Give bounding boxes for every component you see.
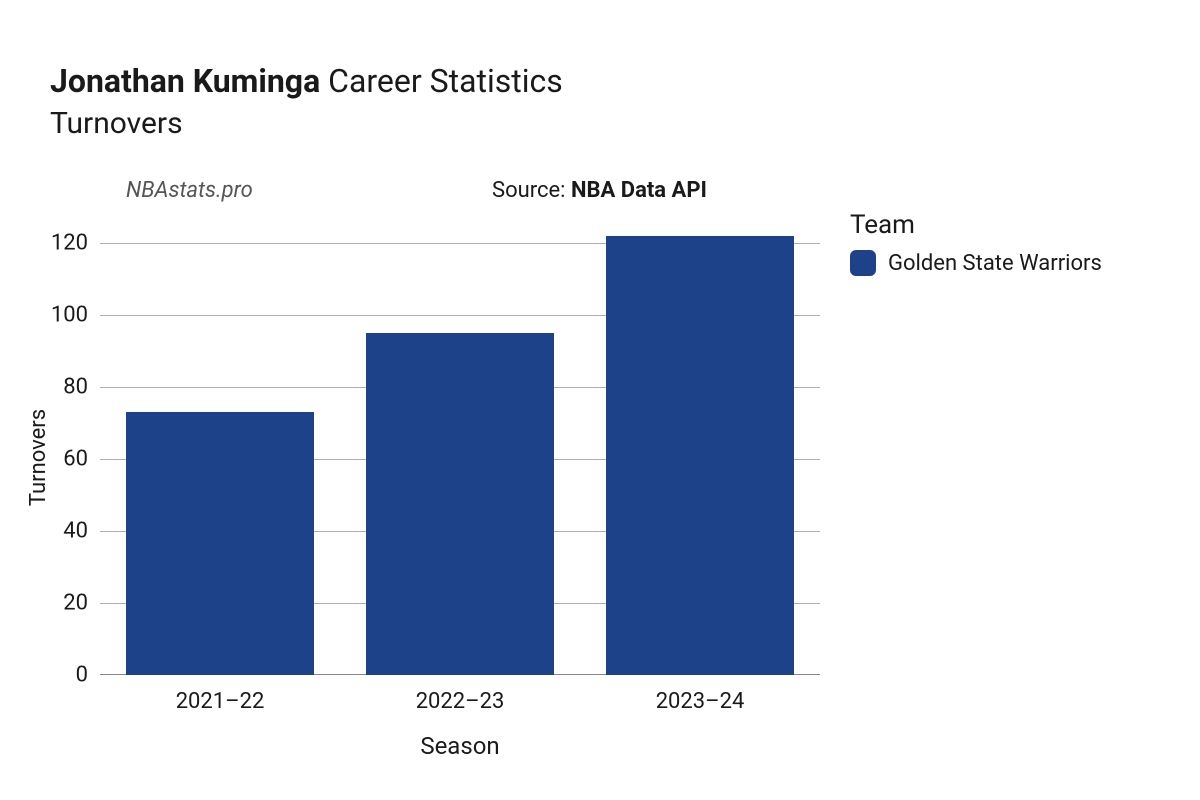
watermark: NBAstats.pro [126, 178, 253, 203]
y-tick-label: 80 [38, 375, 88, 400]
legend-title: Team [850, 210, 1102, 240]
bar [126, 412, 313, 675]
y-tick-label: 20 [38, 591, 88, 616]
chart-container: Jonathan Kuminga Career Statistics Turno… [0, 0, 1200, 800]
x-tick-label: 2022–23 [416, 689, 505, 714]
source-attribution: Source: NBA Data API [492, 178, 707, 203]
source-name: NBA Data API [571, 178, 707, 203]
plot-area: 0204060801001202021–222022–232023–24 [100, 225, 820, 675]
y-tick-label: 120 [38, 231, 88, 256]
legend-label: Golden State Warriors [888, 251, 1102, 276]
chart-subtitle: Turnovers [50, 106, 563, 141]
bar [366, 333, 553, 675]
legend-swatch [850, 250, 876, 276]
y-tick-label: 40 [38, 519, 88, 544]
title-block: Jonathan Kuminga Career Statistics Turno… [50, 62, 563, 141]
x-tick-label: 2023–24 [656, 689, 745, 714]
legend: Team Golden State Warriors [850, 210, 1102, 276]
y-tick-label: 0 [38, 663, 88, 688]
chart-title: Jonathan Kuminga Career Statistics [50, 62, 563, 100]
x-tick-label: 2021–22 [176, 689, 265, 714]
y-tick-label: 100 [38, 303, 88, 328]
player-name: Jonathan Kuminga [50, 62, 320, 100]
bar [606, 236, 793, 675]
source-prefix: Source: [492, 178, 571, 203]
y-axis-title: Turnovers [26, 409, 51, 506]
legend-item: Golden State Warriors [850, 250, 1102, 276]
title-suffix: Career Statistics [328, 62, 563, 100]
x-axis-title: Season [420, 732, 499, 760]
